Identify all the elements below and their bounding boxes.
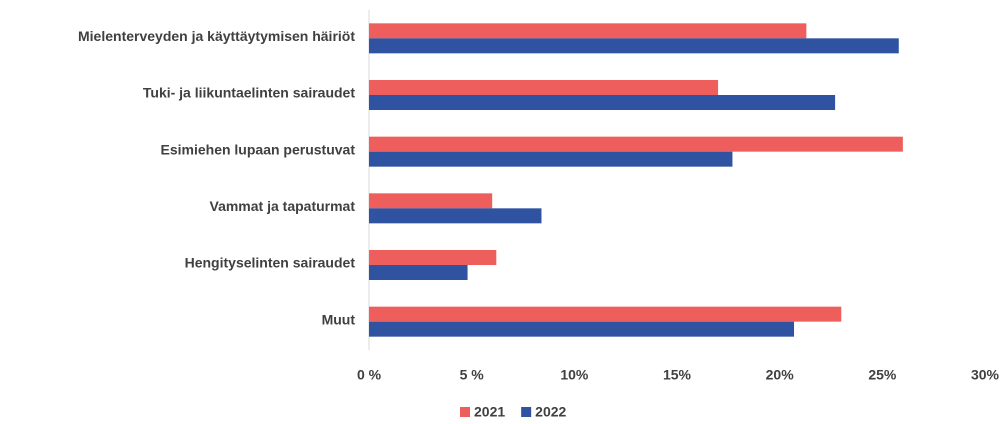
bar [369,193,493,209]
bar [369,321,795,337]
bar [369,306,842,322]
bar [369,80,719,95]
bar [369,151,733,167]
legend-swatch [460,407,470,417]
bar [369,95,836,110]
category-label: Mielenterveyden ja käyttäytymisen häiriö… [78,28,355,44]
x-tick-label: 30% [971,367,1000,383]
category-label: Tuki- ja liikuntaelinten sairaudet [143,85,355,101]
legend-label: 2022 [535,404,566,420]
x-tick-label: 25% [868,367,897,383]
category-label: Esimiehen lupaan perustuvat [161,141,356,157]
bar [369,23,807,39]
bar [369,208,542,224]
legend-swatch [521,407,532,417]
category-label: Hengityselinten sairaudet [185,255,356,271]
x-tick-label: 15% [663,367,692,383]
x-tick-label: 0 % [357,367,382,383]
legend-label: 2021 [474,404,505,420]
x-tick-label: 10% [560,367,589,383]
x-tick-label: 20% [766,367,795,383]
bar [369,136,903,152]
bar [369,250,497,265]
category-label: Vammat ja tapaturmat [210,198,356,214]
bar [369,38,899,54]
bar [369,265,468,280]
category-label: Muut [322,311,356,327]
x-tick-label: 5 % [460,367,485,383]
